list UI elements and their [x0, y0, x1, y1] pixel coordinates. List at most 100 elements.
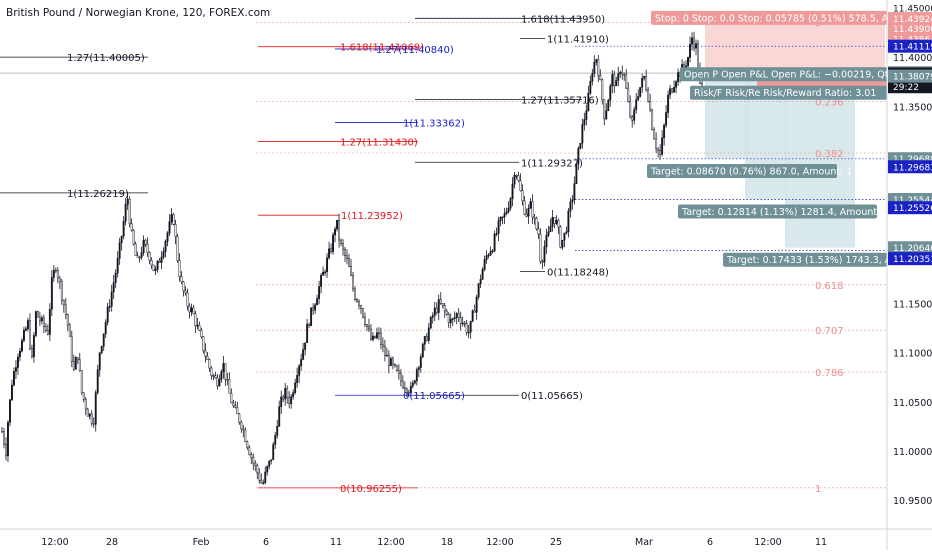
- candle-body: [423, 336, 426, 345]
- candle-body: [673, 87, 676, 93]
- candle-body: [671, 88, 674, 93]
- trade-label-open: Open P Open P&L Open P&L: −0.00219, Qty:…: [680, 67, 906, 82]
- candle-body: [479, 279, 482, 285]
- candle-body: [583, 119, 586, 125]
- candle-body: [182, 281, 185, 292]
- candle-body: [585, 110, 588, 120]
- candle-body: [200, 330, 203, 337]
- candle-body: [421, 343, 424, 358]
- candle-body: [541, 261, 544, 263]
- candle-body: [338, 219, 340, 241]
- candle-body: [383, 346, 386, 356]
- candle-body: [533, 216, 536, 219]
- candle-body: [565, 231, 568, 234]
- candle-body: [300, 359, 303, 367]
- time-tick-label: 6: [263, 537, 269, 548]
- candle-body: [487, 254, 490, 257]
- candle-body: [112, 282, 115, 293]
- price-label: 11.20351: [888, 252, 932, 266]
- candle-body: [519, 180, 522, 192]
- candle-body: [657, 148, 660, 151]
- candle-body: [188, 305, 191, 313]
- candle-body: [631, 116, 634, 121]
- candle-body: [48, 309, 51, 335]
- candle-body: [290, 396, 293, 404]
- trade-label-target: Target: 0.12814 (1.13%) 1281.4, Amount: …: [678, 204, 889, 219]
- candle-body: [509, 198, 512, 209]
- candle-body: [320, 275, 323, 287]
- candle-body: [138, 256, 141, 259]
- candle-body: [491, 250, 494, 253]
- candle-body: [569, 201, 572, 212]
- candle-body: [385, 354, 388, 357]
- candle-body: [575, 163, 578, 185]
- candle-body: [373, 335, 376, 339]
- candle-body: [226, 379, 229, 381]
- candle-body: [413, 380, 416, 384]
- candle-body: [124, 203, 127, 222]
- candle-body: [270, 459, 273, 462]
- candle-body: [567, 210, 570, 233]
- candle-body: [44, 326, 47, 331]
- candle-body: [467, 331, 470, 334]
- candle-body: [50, 277, 53, 310]
- candle-body: [350, 266, 352, 276]
- candle-body: [485, 255, 488, 260]
- time-tick-label: 12:00: [486, 537, 513, 548]
- candle-body: [655, 138, 658, 150]
- candle-body: [433, 307, 436, 316]
- candle-body: [431, 315, 434, 318]
- candle-body: [214, 375, 217, 379]
- candle-body: [471, 310, 474, 322]
- candle-body: [453, 317, 456, 319]
- candle-body: [304, 342, 307, 350]
- candle-body: [206, 356, 209, 360]
- time-tick-label: Feb: [193, 537, 210, 548]
- candle-body: [647, 89, 650, 102]
- price-label: 11.25526: [888, 201, 932, 215]
- candle-body: [318, 286, 321, 299]
- candle-body: [128, 198, 131, 224]
- candle-body: [379, 332, 382, 345]
- candle-body: [296, 375, 299, 384]
- candle-body: [256, 465, 259, 474]
- candle-body: [411, 382, 414, 387]
- candle-body: [465, 323, 468, 333]
- candle-body: [447, 314, 450, 324]
- candle-body: [627, 87, 630, 102]
- candle-body: [507, 207, 510, 213]
- candle-body: [32, 335, 35, 358]
- price-tick-label: 11.35000: [893, 102, 932, 113]
- price-label-bg: [888, 252, 932, 266]
- candle-body: [409, 385, 412, 394]
- candle-body: [695, 43, 697, 49]
- candle-body: [481, 269, 484, 280]
- candle-body: [82, 392, 85, 400]
- trade-label-text: Stop: 0 Stop: 0.0 Stop: 0.05785 (0.51%) …: [655, 13, 904, 24]
- candle-body: [633, 109, 636, 121]
- candle-body: [126, 198, 129, 205]
- candle-body: [537, 228, 540, 235]
- fib-projection-label: 0(11.18248): [547, 267, 609, 278]
- candle-body: [603, 99, 606, 120]
- fib-projection-label: 1(11.33362): [403, 119, 465, 130]
- candle-body: [312, 307, 315, 311]
- candle-body: [391, 358, 394, 365]
- candle-body: [561, 239, 564, 248]
- candle-body: [368, 326, 370, 330]
- candle-body: [76, 357, 79, 360]
- fib-projection-label: 1.27(11.40005): [67, 53, 145, 64]
- candles: [1, 31, 703, 485]
- candle-body: [144, 239, 147, 245]
- candle-body: [543, 246, 546, 263]
- candle-body: [142, 239, 145, 253]
- candle-body: [220, 371, 223, 380]
- candle-body: [236, 407, 239, 415]
- candle-body: [148, 252, 151, 261]
- candle-body: [441, 303, 444, 306]
- candle-body: [607, 100, 610, 112]
- candle-body: [429, 317, 432, 329]
- candle-body: [160, 256, 163, 263]
- candle-body: [74, 357, 77, 370]
